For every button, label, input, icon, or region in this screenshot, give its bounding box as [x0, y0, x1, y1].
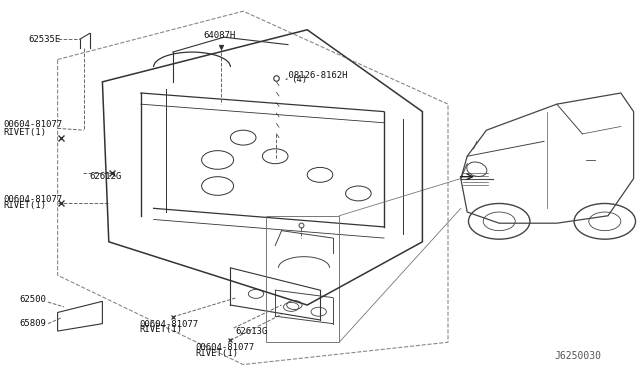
Text: J6250030: J6250030	[555, 351, 602, 361]
Text: 00604-81077: 00604-81077	[3, 195, 62, 203]
Text: 65809: 65809	[19, 319, 46, 328]
Text: ¸08126-8162H: ¸08126-8162H	[284, 70, 348, 79]
Text: 64087H: 64087H	[204, 31, 236, 40]
Text: 62613G: 62613G	[236, 327, 268, 336]
Text: 62612G: 62612G	[90, 172, 122, 181]
Text: (4): (4)	[291, 75, 307, 84]
Text: 62500: 62500	[19, 295, 46, 304]
Text: RIVET(1): RIVET(1)	[3, 201, 46, 210]
Text: RIVET(1): RIVET(1)	[195, 349, 238, 358]
Text: RIVET(1): RIVET(1)	[3, 128, 46, 137]
Text: 62535E: 62535E	[29, 35, 61, 44]
Text: 00604-81077: 00604-81077	[3, 120, 62, 129]
Text: RIVET(1): RIVET(1)	[140, 326, 182, 334]
Text: 00604-81077: 00604-81077	[195, 343, 254, 352]
Text: 00604-81077: 00604-81077	[140, 320, 198, 329]
